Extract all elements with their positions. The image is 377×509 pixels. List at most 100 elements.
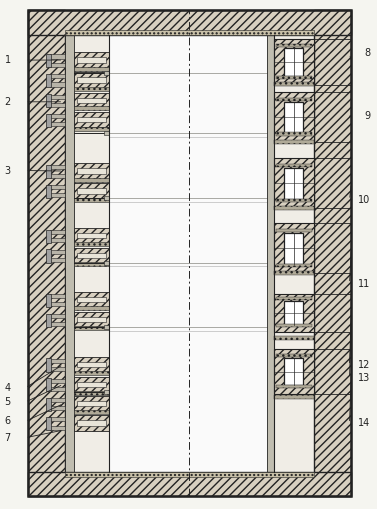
Bar xyxy=(74,93,109,108)
Text: 12: 12 xyxy=(358,360,370,371)
Bar xyxy=(109,35,267,472)
Bar xyxy=(274,140,314,144)
Bar xyxy=(74,127,109,131)
Bar xyxy=(50,74,65,78)
Bar xyxy=(276,199,312,202)
Bar xyxy=(50,174,65,178)
Text: 10: 10 xyxy=(358,195,370,205)
Bar xyxy=(284,168,303,199)
Bar xyxy=(74,306,109,310)
Bar xyxy=(274,158,314,208)
Bar xyxy=(77,362,106,367)
Bar xyxy=(50,387,65,391)
Bar xyxy=(77,382,106,387)
Text: 1: 1 xyxy=(5,55,11,65)
Bar xyxy=(274,271,314,275)
Bar xyxy=(74,396,109,411)
Bar xyxy=(104,71,109,75)
Bar xyxy=(284,48,303,76)
Bar xyxy=(46,54,51,67)
Bar xyxy=(65,30,314,35)
Bar xyxy=(77,420,106,426)
Bar xyxy=(74,163,109,179)
Bar xyxy=(46,358,51,372)
Bar xyxy=(50,54,65,59)
Bar xyxy=(276,385,312,388)
Bar xyxy=(50,417,65,421)
Bar xyxy=(50,122,65,126)
Bar xyxy=(74,198,109,202)
Bar xyxy=(46,114,51,127)
Text: 5: 5 xyxy=(5,397,11,407)
Bar xyxy=(276,354,312,357)
Bar xyxy=(65,35,74,472)
Bar xyxy=(274,82,314,86)
Bar xyxy=(46,378,51,391)
Bar xyxy=(104,196,109,200)
Text: 4: 4 xyxy=(5,383,11,393)
Bar xyxy=(77,168,106,174)
Bar xyxy=(74,262,109,266)
Bar xyxy=(46,185,51,198)
Bar xyxy=(284,358,303,385)
Bar xyxy=(46,398,51,411)
Bar xyxy=(50,82,65,87)
Bar xyxy=(284,233,303,264)
Bar xyxy=(77,233,106,238)
Bar xyxy=(50,103,65,107)
Text: 9: 9 xyxy=(364,111,370,121)
Bar xyxy=(74,371,109,375)
Bar xyxy=(50,294,65,298)
Bar xyxy=(50,302,65,306)
Bar xyxy=(28,472,351,496)
Bar xyxy=(50,185,65,189)
Bar xyxy=(276,132,312,135)
Bar xyxy=(276,324,312,327)
Bar xyxy=(50,379,65,383)
Bar xyxy=(274,92,314,142)
Bar xyxy=(74,67,109,71)
Bar xyxy=(267,35,274,472)
Text: 8: 8 xyxy=(364,48,370,59)
Bar xyxy=(46,314,51,327)
Bar xyxy=(74,87,109,91)
Bar xyxy=(276,297,312,300)
Text: 2: 2 xyxy=(5,97,11,107)
Text: 3: 3 xyxy=(5,165,11,176)
Bar xyxy=(104,325,109,329)
Text: 13: 13 xyxy=(358,373,370,383)
Bar xyxy=(274,395,314,399)
Bar xyxy=(74,106,109,110)
Bar xyxy=(274,294,314,332)
Bar xyxy=(50,359,65,363)
Bar xyxy=(104,390,109,394)
Bar xyxy=(77,317,106,322)
Bar xyxy=(74,178,109,182)
Bar xyxy=(74,357,109,372)
Bar xyxy=(104,131,109,135)
Bar xyxy=(50,230,65,234)
Bar xyxy=(74,391,109,395)
Bar xyxy=(274,336,314,340)
Bar xyxy=(77,98,106,103)
Bar xyxy=(274,223,314,273)
Bar xyxy=(284,102,303,132)
Bar xyxy=(46,230,51,243)
Bar xyxy=(77,188,106,193)
Bar xyxy=(46,417,51,430)
Bar xyxy=(74,312,109,327)
Bar xyxy=(28,10,351,35)
Text: 11: 11 xyxy=(358,278,370,289)
Bar xyxy=(74,183,109,199)
Bar xyxy=(77,117,106,122)
Bar xyxy=(276,98,312,101)
Bar xyxy=(50,250,65,254)
Bar xyxy=(74,377,109,392)
Bar xyxy=(274,39,314,85)
Bar xyxy=(28,10,351,496)
Bar xyxy=(28,10,65,496)
Bar xyxy=(77,297,106,302)
Bar xyxy=(74,326,109,330)
Bar xyxy=(77,58,106,63)
Bar xyxy=(74,292,109,307)
